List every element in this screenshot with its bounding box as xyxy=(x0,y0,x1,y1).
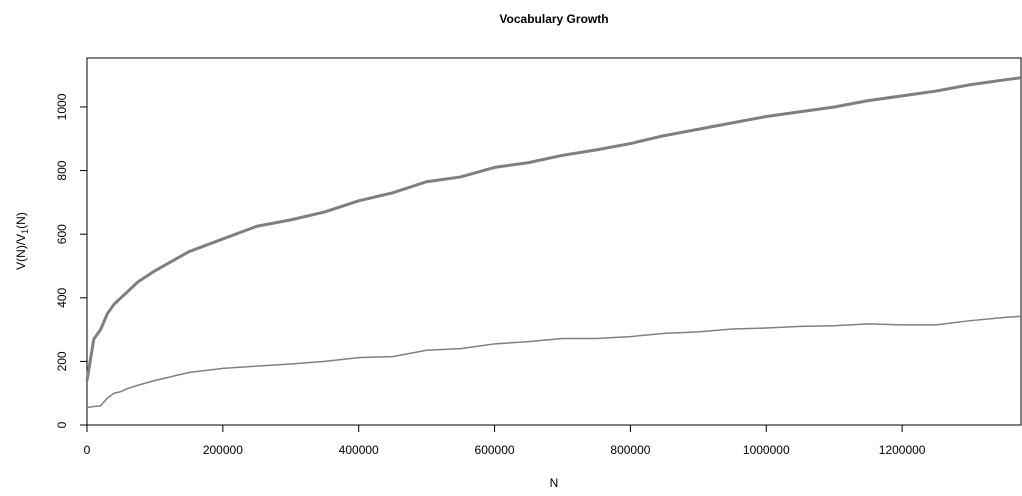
x-tick-label: 400000 xyxy=(339,443,379,457)
x-tick-label: 1200000 xyxy=(879,443,926,457)
y-tick-label: 1000 xyxy=(55,93,69,120)
y-tick-label: 600 xyxy=(55,224,69,244)
data-line xyxy=(85,76,1022,381)
y-tick-label: 800 xyxy=(55,160,69,180)
x-tick-label: 600000 xyxy=(475,443,515,457)
x-tick-label: 1000000 xyxy=(743,443,790,457)
y-tick-label: 200 xyxy=(55,351,69,371)
y-tick-label: 0 xyxy=(55,421,69,428)
y-tick-label: 400 xyxy=(55,287,69,307)
plot-box xyxy=(86,57,1022,426)
data-line xyxy=(86,315,1022,409)
y-label-subscript: 1 xyxy=(20,229,30,234)
x-tick-label: 200000 xyxy=(203,443,243,457)
x-tick-label: 0 xyxy=(84,443,91,457)
y-label-part: (N) xyxy=(14,212,28,229)
y-label-part: V(N)/V xyxy=(14,234,28,270)
y-axis-label: V(N)/V1(N) xyxy=(14,212,30,270)
x-axis-label: N xyxy=(550,476,559,490)
chart-title: Vocabulary Growth xyxy=(499,12,608,26)
x-tick-label: 800000 xyxy=(610,443,650,457)
